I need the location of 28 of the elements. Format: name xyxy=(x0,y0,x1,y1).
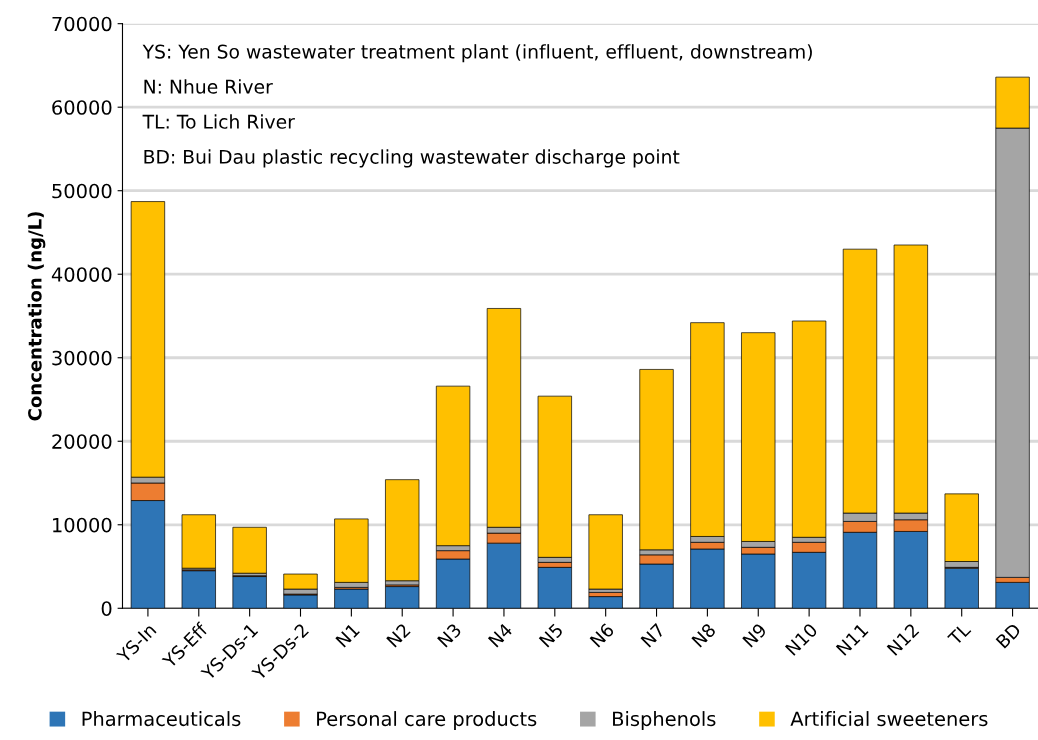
y-axis-title: Concentration (ng/L) xyxy=(27,212,46,421)
legend-label: Artificial sweeteners xyxy=(790,711,988,727)
y-tick-label: 50000 xyxy=(52,183,112,199)
annotation: N: Nhue River xyxy=(144,79,273,94)
x-tick-label: N6 xyxy=(589,622,615,648)
y-tick-label: 30000 xyxy=(52,350,112,366)
y-tick-label: 10000 xyxy=(53,517,112,533)
y-tick-label: 40000 xyxy=(51,267,112,282)
x-tick-label: N5 xyxy=(538,622,564,648)
annotation: TL: To Lich River xyxy=(142,114,295,129)
x-tick-label: N4 xyxy=(487,622,513,648)
y-tick-label: 0 xyxy=(101,601,112,616)
annotation: BD: Bui Dau plastic recycling wastewater discharge point xyxy=(144,149,680,168)
y-tick-label: 20000 xyxy=(52,434,112,449)
x-tick-label: N1 xyxy=(335,623,360,648)
x-tick-label: N8 xyxy=(691,622,717,648)
x-tick-label: N2 xyxy=(386,622,411,648)
y-tick-label: 70000 xyxy=(52,16,112,32)
x-tick-label: BD xyxy=(995,622,1022,649)
annotation: YS: Yen So wastewater treatment plant (influent, effluent, downstream) xyxy=(142,44,812,63)
legend-label: Pharmaceuticals xyxy=(82,711,241,727)
y-tick-label: 60000 xyxy=(52,100,112,115)
x-tick-label: TL xyxy=(947,621,972,647)
x-tick-label: N3 xyxy=(436,622,462,648)
x-tick-label: N7 xyxy=(640,622,666,648)
x-tick-label: N9 xyxy=(742,622,768,648)
legend-label: Bisphenols xyxy=(613,711,716,730)
legend-label: Personal care products xyxy=(317,711,537,730)
